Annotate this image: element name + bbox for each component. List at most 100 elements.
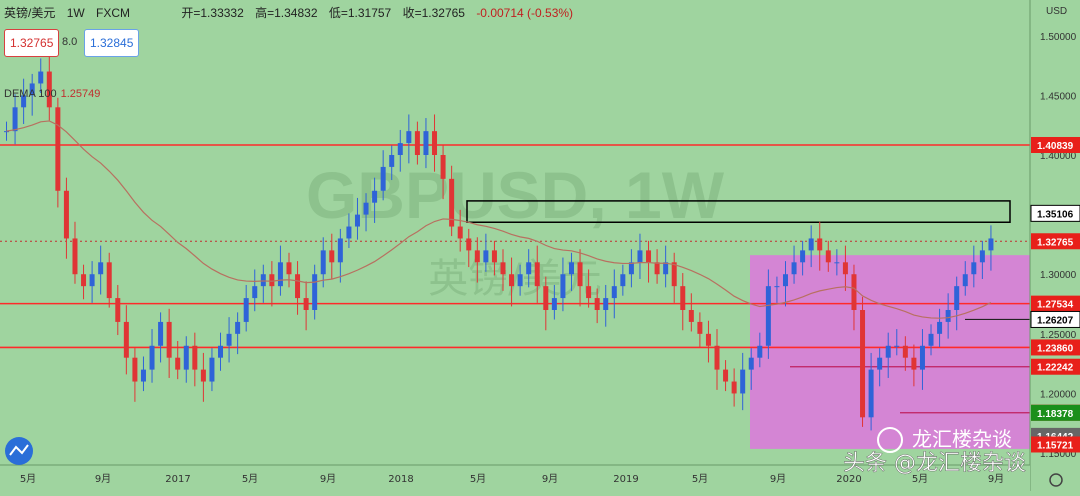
- candle[interactable]: [397, 143, 403, 155]
- candle[interactable]: [406, 131, 412, 144]
- candle[interactable]: [226, 333, 232, 346]
- candle[interactable]: [132, 357, 138, 382]
- candle[interactable]: [491, 250, 497, 263]
- candle[interactable]: [98, 262, 104, 275]
- candle[interactable]: [971, 262, 977, 275]
- candle[interactable]: [423, 131, 429, 155]
- candle[interactable]: [329, 250, 335, 263]
- time-axis[interactable]: [0, 465, 1030, 491]
- candle[interactable]: [988, 238, 994, 251]
- candle[interactable]: [509, 274, 515, 287]
- candle[interactable]: [354, 214, 360, 227]
- candle[interactable]: [543, 286, 549, 310]
- candle[interactable]: [337, 238, 343, 263]
- candle[interactable]: [860, 310, 866, 418]
- candle[interactable]: [372, 190, 378, 203]
- candle[interactable]: [500, 262, 506, 275]
- candle[interactable]: [680, 286, 686, 310]
- candle[interactable]: [21, 95, 27, 108]
- candle[interactable]: [517, 274, 523, 287]
- candle[interactable]: [252, 286, 258, 299]
- candle[interactable]: [782, 274, 788, 287]
- candle[interactable]: [277, 262, 283, 287]
- candle[interactable]: [414, 131, 420, 155]
- candle[interactable]: [714, 345, 720, 370]
- candle[interactable]: [235, 321, 241, 334]
- candle[interactable]: [269, 274, 275, 287]
- candle[interactable]: [774, 286, 780, 288]
- candle[interactable]: [483, 250, 489, 263]
- candle[interactable]: [192, 345, 198, 370]
- candle[interactable]: [834, 262, 840, 264]
- candle[interactable]: [260, 274, 266, 287]
- candle[interactable]: [628, 262, 634, 275]
- candle[interactable]: [175, 357, 181, 370]
- candle[interactable]: [577, 262, 583, 287]
- candle[interactable]: [842, 262, 848, 275]
- candle[interactable]: [594, 298, 600, 310]
- candle[interactable]: [928, 333, 934, 346]
- candle[interactable]: [81, 274, 87, 287]
- candle[interactable]: [29, 83, 35, 96]
- candle[interactable]: [894, 345, 900, 347]
- indicator-legend[interactable]: DEMA 100 1.25749: [4, 88, 100, 100]
- candle[interactable]: [568, 262, 574, 275]
- candle[interactable]: [825, 250, 831, 263]
- candle[interactable]: [731, 381, 737, 394]
- candle[interactable]: [243, 298, 249, 322]
- candle[interactable]: [765, 286, 771, 346]
- candle[interactable]: [63, 190, 69, 239]
- candle[interactable]: [877, 357, 883, 370]
- candle[interactable]: [885, 345, 891, 358]
- candle[interactable]: [89, 274, 95, 287]
- candle[interactable]: [295, 274, 301, 299]
- candle[interactable]: [46, 71, 52, 108]
- candle[interactable]: [286, 262, 292, 275]
- candle[interactable]: [183, 345, 189, 370]
- candle[interactable]: [4, 131, 9, 133]
- candle[interactable]: [620, 274, 626, 287]
- candle[interactable]: [440, 155, 446, 179]
- candle[interactable]: [586, 286, 592, 299]
- candle[interactable]: [312, 274, 318, 310]
- sell-price-button[interactable]: 1.32765: [4, 29, 60, 57]
- candle[interactable]: [979, 250, 985, 263]
- candle[interactable]: [723, 369, 729, 382]
- candle[interactable]: [115, 298, 121, 322]
- candle[interactable]: [868, 369, 874, 418]
- candle[interactable]: [346, 226, 352, 239]
- candle[interactable]: [800, 250, 806, 263]
- candle[interactable]: [911, 357, 917, 370]
- candle[interactable]: [551, 298, 557, 310]
- candle[interactable]: [200, 369, 206, 382]
- candle[interactable]: [457, 226, 463, 239]
- candle[interactable]: [663, 262, 669, 275]
- candle[interactable]: [611, 286, 617, 299]
- candle[interactable]: [474, 250, 480, 263]
- candle[interactable]: [72, 238, 78, 275]
- candle[interactable]: [697, 321, 703, 334]
- candle[interactable]: [808, 238, 814, 251]
- candle[interactable]: [851, 274, 857, 310]
- candle[interactable]: [671, 262, 677, 287]
- candle[interactable]: [55, 107, 61, 191]
- candle[interactable]: [389, 155, 395, 167]
- candle[interactable]: [149, 345, 155, 370]
- candle[interactable]: [534, 262, 540, 287]
- settings-gear-icon[interactable]: [1049, 473, 1063, 487]
- candle[interactable]: [140, 369, 146, 382]
- candle[interactable]: [962, 274, 968, 287]
- candle[interactable]: [158, 321, 164, 346]
- candle[interactable]: [654, 262, 660, 275]
- candle[interactable]: [218, 345, 224, 358]
- candle[interactable]: [12, 107, 18, 132]
- candle[interactable]: [757, 345, 763, 358]
- buy-price-button[interactable]: 1.32845: [84, 29, 140, 57]
- candle[interactable]: [466, 238, 472, 251]
- candle[interactable]: [637, 250, 643, 263]
- candle[interactable]: [705, 333, 711, 346]
- candle[interactable]: [106, 262, 112, 299]
- candle[interactable]: [380, 166, 386, 191]
